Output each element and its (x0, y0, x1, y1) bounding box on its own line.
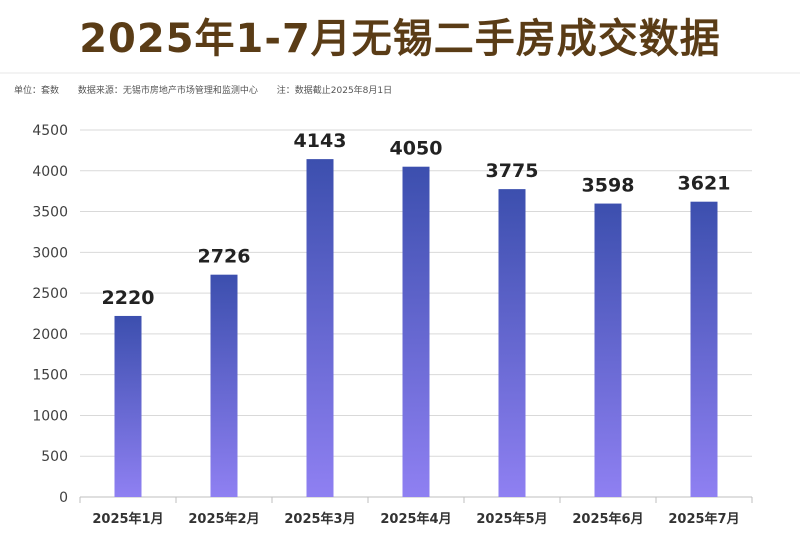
x-tick-label: 2025年5月 (476, 511, 547, 527)
y-tick-label: 4500 (32, 123, 68, 139)
x-tick-label: 2025年3月 (284, 511, 355, 527)
y-tick-label: 2500 (32, 286, 68, 302)
y-tick-label: 3000 (32, 245, 68, 261)
y-tick-label: 500 (41, 449, 68, 465)
data-label: 2726 (198, 246, 251, 268)
x-tick-label: 2025年7月 (668, 511, 739, 527)
source-note: 数据来源：无锡市房地产市场管理和监测中心 (77, 86, 258, 96)
bar (114, 315, 142, 497)
y-tick-label: 3500 (32, 205, 68, 221)
unit-note: 单位：套数 (14, 86, 60, 96)
y-tick-label: 0 (59, 490, 68, 506)
y-tick-label: 2000 (32, 327, 68, 343)
bar (594, 203, 622, 497)
y-tick-label: 1000 (32, 408, 68, 424)
bar (402, 166, 430, 497)
chart-title: 2025年1-7月无锡二手房成交数据 (79, 16, 721, 62)
data-label: 4143 (294, 130, 347, 152)
x-tick-label: 2025年6月 (572, 511, 643, 527)
cutoff-note: 注：数据截止2025年8月1日 (276, 86, 393, 96)
bar (690, 201, 718, 498)
data-label: 4050 (390, 138, 443, 160)
y-tick-label: 4000 (32, 164, 68, 180)
bar (498, 189, 526, 497)
y-tick-label: 1500 (32, 368, 68, 384)
title-divider (0, 72, 800, 74)
chart-meta: 单位：套数 数据来源：无锡市房地产市场管理和监测中心 注：数据截止2025年8月… (14, 83, 408, 96)
data-label: 3775 (486, 160, 539, 182)
bar (210, 274, 238, 497)
bar (306, 159, 334, 497)
data-label: 2220 (102, 287, 155, 309)
data-label: 3598 (582, 175, 635, 197)
data-label: 3621 (678, 173, 731, 195)
x-tick-label: 2025年2月 (188, 511, 259, 527)
x-tick-label: 2025年4月 (380, 511, 451, 527)
x-tick-label: 2025年1月 (92, 511, 163, 527)
